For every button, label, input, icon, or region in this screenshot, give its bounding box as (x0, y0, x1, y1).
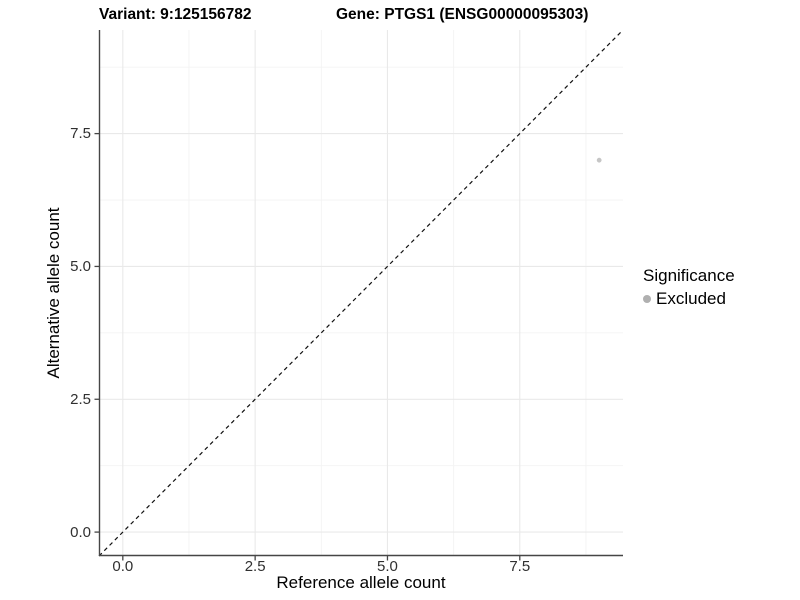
plot-panel (94, 29, 624, 561)
excluded-point-icon (643, 295, 651, 303)
y-tick-label: 0.0 (70, 523, 91, 541)
gene-title: Gene: PTGS1 (ENSG00000095303) (336, 6, 589, 23)
x-tick-label: 0.0 (112, 558, 134, 575)
legend-entry-excluded: Excluded (643, 289, 735, 309)
y-tick-label: 2.5 (70, 390, 91, 408)
x-axis-title: Reference allele count (276, 573, 446, 592)
y-axis-title: Alternative allele count (44, 207, 63, 379)
data-point-excluded (596, 157, 602, 163)
variant-title: Variant: 9:125156782 (99, 6, 252, 23)
y-tick-label: 7.5 (70, 125, 91, 143)
x-tick-label: 5.0 (377, 558, 398, 575)
legend: Significance Excluded (643, 266, 735, 309)
x-tick-label: 7.5 (509, 558, 531, 575)
x-tick-label: 2.5 (244, 558, 266, 575)
legend-title: Significance (643, 266, 735, 285)
identity-dashed-line (98, 29, 624, 557)
legend-entry-label: Excluded (656, 289, 726, 308)
y-tick-label: 5.0 (70, 257, 91, 275)
